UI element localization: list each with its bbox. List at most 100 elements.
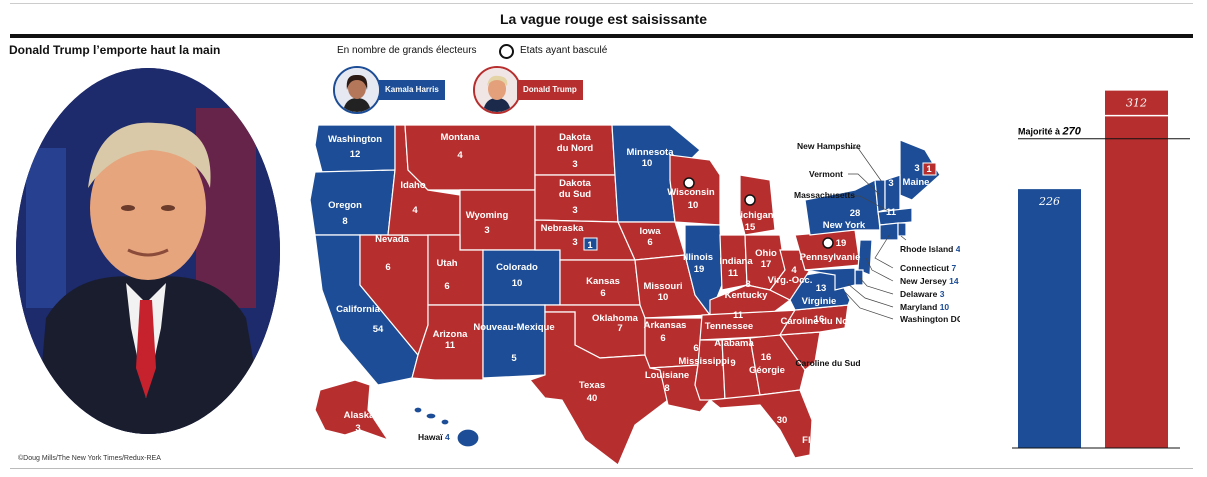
bar-kamala-harris	[1018, 189, 1081, 449]
photo-headline: Donald Trump l’emporte haut la main	[9, 43, 221, 57]
state-connecticut	[879, 222, 899, 241]
wyoming-name-label: Wyoming	[466, 210, 509, 221]
utah-ev-label: 6	[444, 281, 449, 292]
kansas-name-label: Kansas	[586, 276, 620, 287]
state-alaska	[314, 379, 390, 442]
oklahoma-name-label: Oklahoma	[592, 313, 639, 324]
nouveau-mexique-name-label: Nouveau-Mexique	[473, 322, 554, 333]
state-new-mexico	[482, 304, 546, 379]
rhode-island-label: Rhode Island 4	[900, 244, 960, 254]
missouri-name-label: Missouri	[643, 281, 682, 292]
state-wisconsin	[669, 154, 721, 226]
state-rhode-island	[897, 222, 907, 237]
majority-label: Majorité à 270	[1018, 126, 1082, 138]
colorado-ev-label: 10	[512, 278, 523, 289]
wisconsin-flipped-marker-icon	[683, 177, 695, 189]
illinois-ev-label: 19	[694, 264, 705, 275]
vermont-ev-label: 3	[888, 178, 893, 189]
pennsylvanie-name-label: Pennsylvanie	[800, 252, 861, 263]
oregon-ev-label: 8	[342, 216, 347, 227]
idaho-ev-label: 4	[412, 205, 418, 216]
flipped-legend-label: Etats ayant basculé	[520, 45, 608, 56]
oklahoma-ev-label: 7	[617, 323, 622, 334]
wisconsin-name-label: Wisconsin	[667, 187, 715, 198]
virginie-ev-label: 13	[816, 283, 827, 294]
missouri-ev-label: 10	[658, 292, 669, 303]
iowa-name-label: Iowa	[639, 226, 661, 237]
new-hampshire-name-label: New Hampshire	[797, 141, 861, 151]
michigan-flipped-marker-icon	[744, 194, 756, 206]
nevada-name-label: Nevada	[375, 234, 410, 245]
washington-dc-label: Washington DC 3	[900, 314, 960, 324]
alaska-ev-label: 3	[355, 423, 360, 434]
floride-name-label: Floride	[802, 435, 834, 446]
trump-portrait-icon	[473, 66, 521, 114]
new-york-ev-label: 28	[850, 208, 861, 219]
state-massachusetts	[877, 207, 913, 226]
us-electoral-map: Washington12Oregon8California54Nevada6Id…	[309, 124, 960, 465]
utah-name-label: Utah	[436, 258, 457, 269]
nouveau-mexique-ev-label: 5	[511, 353, 517, 364]
texas-ev-label: 40	[587, 393, 598, 404]
colorado-name-label: Colorado	[496, 262, 538, 273]
electoral-votes-bar-chart: 226 312 Majorité à 270	[1012, 90, 1190, 449]
dakota-du-nord-ev-label: 3	[572, 159, 577, 170]
indiana-name-label: Indiana	[719, 256, 753, 267]
delaware-label: Delaware 3	[900, 289, 945, 299]
arizona-ev-label: 11	[445, 340, 456, 351]
mississippi-name-label: Mississippi	[678, 356, 729, 367]
arizona-name-label: Arizona	[433, 329, 469, 340]
new-jersey-label: New Jersey 14	[900, 276, 959, 286]
state-mississippi	[694, 339, 726, 401]
virg-occ--ev-label: 4	[791, 265, 797, 276]
connecticut-label: Connecticut 7	[900, 263, 956, 273]
pennsylvanie-ev-label: 19	[836, 238, 847, 249]
mississippi-ev-label: 6	[693, 343, 698, 354]
arkansas-ev-label: 6	[660, 333, 665, 344]
flipped-marker-icon	[499, 44, 514, 59]
state-new-jersey	[857, 239, 873, 276]
arkansas-name-label: Arkansas	[644, 320, 687, 331]
iowa-ev-label: 6	[647, 237, 652, 248]
california-ev-label: 54	[373, 324, 384, 335]
washington-name-label: Washington	[328, 134, 382, 145]
minnesota-name-label: Minnesota	[627, 147, 675, 158]
maryland-label: Maryland 10	[900, 302, 949, 312]
michigan-ev-label: 15	[745, 222, 756, 233]
caroline-du-nord-ev-label: 16	[814, 314, 825, 325]
california-name-label: California	[336, 304, 381, 315]
massachusetts-name-label: Massachusetts	[794, 190, 855, 200]
wyoming-ev-label: 3	[484, 225, 489, 236]
ohio-name-label: Ohio	[755, 248, 777, 259]
caroline-du-nord-name-label: Caroline du Nord	[780, 316, 857, 327]
kansas-ev-label: 6	[600, 288, 605, 299]
maine-ev-label: 3	[914, 163, 919, 174]
top-rule	[10, 3, 1193, 4]
bar-value-1: 312	[1126, 97, 1147, 110]
g-orgie-ev-label: 16	[761, 352, 772, 363]
washington-ev-label: 12	[350, 149, 361, 160]
floride-ev-label: 30	[777, 415, 788, 426]
g-orgie-name-label: Géorgie	[749, 365, 785, 376]
pennsylvania-flipped-marker-icon	[822, 237, 834, 249]
maine-name-label: Maine	[903, 177, 930, 188]
state-pennsylvania	[794, 229, 861, 271]
nebraska-ev-label: 3	[572, 237, 577, 248]
alaska-name-label: Alaska	[344, 410, 375, 421]
title-rule	[10, 34, 1193, 38]
caroline-du-sud-ev-label: 9	[840, 372, 845, 383]
virg-occ--name-label: Virg.-Occ.	[768, 275, 813, 286]
state-delaware	[854, 269, 864, 286]
tennessee-ev-label: 11	[733, 310, 744, 321]
nebraska-split-ev-label: 1	[587, 240, 593, 251]
minnesota-ev-label: 10	[642, 158, 653, 169]
new-york-name-label: New York	[823, 220, 866, 231]
dakota-du-sud-name-label: Dakota	[559, 178, 591, 189]
harris-legend-tag: Kamala Harris	[379, 80, 445, 100]
hawa--label: Hawaï 4	[418, 432, 450, 442]
legend-caption: En nombre de grands électeurs	[337, 45, 477, 56]
virginie-name-label: Virginie	[802, 296, 837, 307]
kentucky-ev-label: 8	[745, 279, 750, 290]
dakota-du-nord-name-label-2: du Nord	[557, 143, 594, 154]
bottom-rule	[10, 468, 1193, 469]
